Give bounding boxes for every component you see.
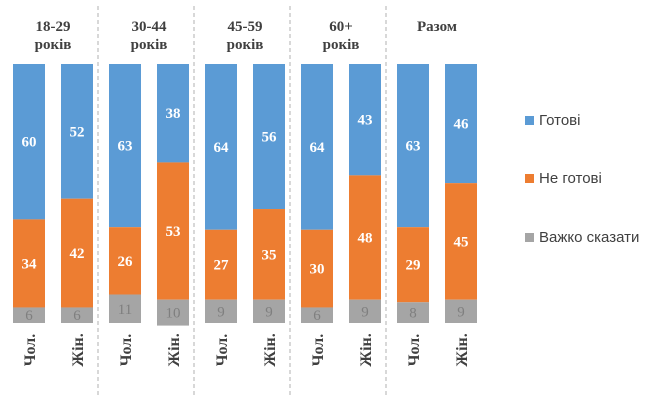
bar-segment-Готові — [109, 64, 141, 228]
data-label: 10 — [166, 306, 181, 322]
data-label: 43 — [358, 113, 373, 129]
bar-segment-Не готові — [397, 227, 429, 303]
data-label: 29 — [406, 258, 421, 274]
category-label: Жін. — [454, 333, 471, 366]
bar-segment-Важко сказати — [397, 302, 429, 323]
data-label: 9 — [217, 304, 225, 320]
bar-segment-Важко сказати — [445, 299, 477, 323]
bar-segment-Не готові — [445, 183, 477, 300]
data-label: 27 — [214, 258, 230, 274]
group-label: років — [35, 37, 72, 53]
data-label: 38 — [166, 106, 181, 122]
bar-segment-Не готові — [301, 229, 333, 308]
legend-swatch — [525, 174, 534, 183]
category-label: Чол. — [310, 334, 327, 367]
bar-segment-Готові — [397, 64, 429, 228]
bar-segment-Не готові — [61, 198, 93, 308]
data-label: 35 — [262, 247, 277, 263]
bar-segment-Не готові — [109, 227, 141, 295]
bar-segment-Важко сказати — [253, 299, 285, 323]
legend-label: Важко сказати — [539, 229, 639, 246]
category-label: Жін. — [358, 333, 375, 366]
data-label: 60 — [22, 135, 37, 151]
legend-swatch — [525, 116, 534, 125]
bar-segment-Готові — [157, 64, 189, 163]
bar-segment-Важко сказати — [157, 299, 189, 326]
bar-segment-Важко сказати — [61, 307, 93, 323]
data-label: 42 — [70, 246, 85, 262]
data-label: 6 — [313, 308, 321, 324]
bar-segment-Важко сказати — [301, 307, 333, 323]
bar-segment-Готові — [205, 64, 237, 230]
bar-segment-Важко сказати — [109, 294, 141, 323]
data-label: 53 — [166, 224, 181, 240]
group-label: Разом — [417, 19, 457, 35]
legend-label: Не готові — [539, 170, 602, 187]
category-label: Чол. — [118, 334, 135, 367]
bar-segment-Важко сказати — [349, 299, 381, 323]
data-label: 9 — [457, 304, 465, 320]
bar-segment-Не готові — [157, 162, 189, 300]
bar-segment-Готові — [349, 64, 381, 176]
data-label: 30 — [310, 262, 325, 278]
data-label: 45 — [454, 234, 469, 250]
bar-segment-Не готові — [253, 209, 285, 300]
legend-label: Готові — [539, 112, 580, 129]
bar-segment-Готові — [61, 64, 93, 199]
category-label: Жін. — [166, 333, 183, 366]
group-label: 45-59 — [228, 19, 263, 35]
group-label: 30-44 — [132, 19, 167, 35]
bar-segment-Готові — [13, 64, 45, 220]
group-label: років — [323, 37, 360, 53]
data-label: 26 — [118, 254, 134, 270]
data-label: 63 — [118, 139, 133, 155]
bar-segment-Готові — [253, 64, 285, 210]
data-label: 63 — [406, 139, 421, 155]
data-label: 34 — [22, 256, 38, 272]
category-label: Чол. — [22, 334, 39, 367]
category-label: Чол. — [406, 334, 423, 367]
data-label: 9 — [361, 304, 369, 320]
data-label: 64 — [214, 140, 230, 156]
group-label: років — [227, 37, 264, 53]
group-label: 60+ — [329, 19, 353, 35]
bar-segment-Не готові — [205, 229, 237, 300]
data-label: 11 — [118, 302, 132, 318]
bar-segment-Готові — [301, 64, 333, 230]
data-label: 48 — [358, 231, 373, 247]
data-label: 56 — [262, 130, 278, 146]
bar-segment-Важко сказати — [13, 307, 45, 323]
data-label: 6 — [73, 308, 81, 324]
legend-swatch — [525, 233, 534, 242]
group-label: років — [131, 37, 168, 53]
data-label: 8 — [409, 306, 417, 322]
bar-segment-Готові — [445, 64, 477, 184]
bar-segment-Важко сказати — [205, 299, 237, 323]
data-label: 9 — [265, 304, 273, 320]
category-label: Чол. — [214, 334, 231, 367]
data-label: 46 — [454, 117, 470, 133]
bar-segment-Не готові — [349, 175, 381, 300]
group-label: 18-29 — [36, 19, 71, 35]
category-label: Жін. — [262, 333, 279, 366]
data-label: 52 — [70, 124, 85, 140]
bar-segment-Не готові — [13, 219, 45, 308]
data-label: 64 — [310, 140, 326, 156]
category-label: Жін. — [70, 333, 87, 366]
data-label: 6 — [25, 308, 33, 324]
